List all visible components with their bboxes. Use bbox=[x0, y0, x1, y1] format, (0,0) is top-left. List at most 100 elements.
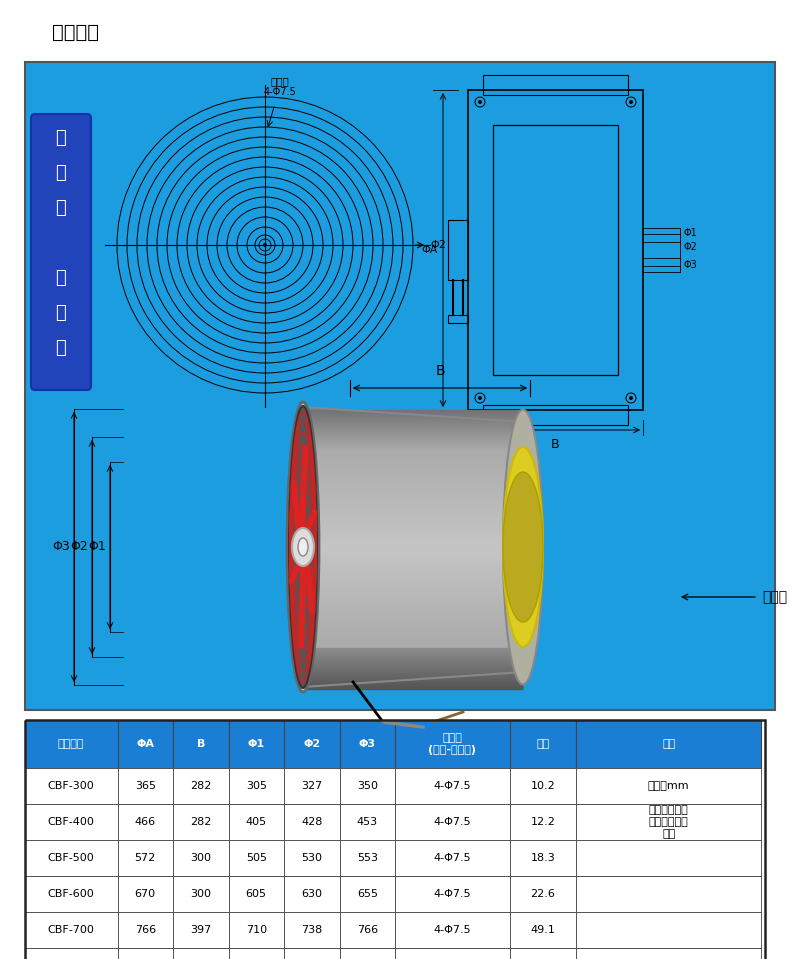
Bar bbox=[118, 948, 173, 959]
Text: 单位：mm: 单位：mm bbox=[648, 781, 690, 791]
Text: 327: 327 bbox=[301, 781, 322, 791]
Bar bbox=[284, 768, 340, 804]
Bar bbox=[173, 876, 228, 912]
Text: 300: 300 bbox=[190, 853, 211, 863]
Text: 282: 282 bbox=[190, 781, 212, 791]
Bar bbox=[395, 840, 510, 876]
Text: 安装孔: 安装孔 bbox=[271, 76, 289, 86]
Bar bbox=[493, 125, 618, 375]
Bar bbox=[510, 768, 576, 804]
Text: Φ1: Φ1 bbox=[248, 739, 265, 749]
Text: 寸: 寸 bbox=[55, 304, 66, 322]
Bar bbox=[510, 720, 576, 768]
Bar bbox=[448, 220, 468, 280]
Text: CBF-700: CBF-700 bbox=[48, 925, 95, 935]
Text: 4-Φ7.5: 4-Φ7.5 bbox=[434, 817, 471, 827]
Text: 安装孔
(孔数-孔直径): 安装孔 (孔数-孔直径) bbox=[428, 733, 476, 755]
Text: 530: 530 bbox=[301, 853, 322, 863]
Bar bbox=[173, 804, 228, 840]
Ellipse shape bbox=[287, 402, 319, 692]
Bar bbox=[576, 804, 762, 840]
Bar bbox=[510, 876, 576, 912]
Bar bbox=[448, 315, 468, 323]
Text: 尺: 尺 bbox=[55, 269, 66, 287]
Text: 655: 655 bbox=[357, 889, 378, 899]
Bar bbox=[173, 840, 228, 876]
Bar bbox=[228, 876, 284, 912]
Bar bbox=[510, 840, 576, 876]
Text: ΦA: ΦA bbox=[422, 245, 438, 255]
Text: 手工测量有误
差，以实物为
准。: 手工测量有误 差，以实物为 准。 bbox=[649, 806, 689, 838]
Text: 505: 505 bbox=[246, 853, 267, 863]
Bar bbox=[340, 840, 395, 876]
Text: 428: 428 bbox=[301, 817, 322, 827]
Bar bbox=[284, 948, 340, 959]
Bar bbox=[395, 948, 510, 959]
Ellipse shape bbox=[289, 406, 317, 688]
Text: 12.2: 12.2 bbox=[531, 817, 555, 827]
Bar bbox=[576, 912, 762, 948]
Text: 453: 453 bbox=[357, 817, 378, 827]
Text: CBF-300: CBF-300 bbox=[48, 781, 95, 791]
Ellipse shape bbox=[292, 528, 314, 566]
Bar bbox=[576, 876, 762, 912]
Text: 738: 738 bbox=[301, 925, 322, 935]
Bar bbox=[173, 912, 228, 948]
Bar bbox=[340, 720, 395, 768]
Text: Φ3: Φ3 bbox=[683, 260, 697, 270]
Text: 572: 572 bbox=[134, 853, 156, 863]
Bar bbox=[228, 948, 284, 959]
Text: 22.6: 22.6 bbox=[531, 889, 555, 899]
Bar bbox=[340, 912, 395, 948]
Bar bbox=[228, 840, 284, 876]
Bar bbox=[118, 804, 173, 840]
Bar bbox=[228, 768, 284, 804]
Text: 300: 300 bbox=[190, 889, 211, 899]
Text: 766: 766 bbox=[134, 925, 156, 935]
Bar bbox=[228, 804, 284, 840]
Text: 305: 305 bbox=[246, 781, 267, 791]
Bar bbox=[25, 948, 118, 959]
Bar bbox=[25, 720, 118, 768]
Bar bbox=[340, 876, 395, 912]
Text: CBF-500: CBF-500 bbox=[48, 853, 95, 863]
Text: 49.1: 49.1 bbox=[531, 925, 555, 935]
Circle shape bbox=[478, 100, 482, 104]
Text: ΦA: ΦA bbox=[136, 739, 154, 749]
Bar bbox=[25, 62, 775, 710]
Bar bbox=[395, 912, 510, 948]
Bar bbox=[395, 768, 510, 804]
Bar bbox=[284, 876, 340, 912]
Bar bbox=[483, 75, 628, 95]
Bar bbox=[284, 840, 340, 876]
Text: CBF-600: CBF-600 bbox=[48, 889, 95, 899]
Text: 365: 365 bbox=[135, 781, 156, 791]
Text: 553: 553 bbox=[357, 853, 378, 863]
Bar bbox=[25, 768, 118, 804]
Bar bbox=[118, 876, 173, 912]
Bar bbox=[340, 804, 395, 840]
Text: 766: 766 bbox=[357, 925, 378, 935]
Text: 备注: 备注 bbox=[662, 739, 675, 749]
Bar bbox=[25, 720, 765, 959]
Bar bbox=[576, 948, 762, 959]
Bar bbox=[576, 720, 762, 768]
Bar bbox=[118, 840, 173, 876]
Circle shape bbox=[629, 396, 633, 400]
Text: 466: 466 bbox=[134, 817, 156, 827]
Bar bbox=[284, 804, 340, 840]
Text: 道: 道 bbox=[55, 164, 66, 182]
Text: 4-Φ7.5: 4-Φ7.5 bbox=[264, 87, 296, 97]
Bar bbox=[173, 768, 228, 804]
Text: Φ2: Φ2 bbox=[303, 739, 320, 749]
Bar bbox=[228, 720, 284, 768]
Circle shape bbox=[478, 396, 482, 400]
Bar bbox=[340, 948, 395, 959]
Ellipse shape bbox=[503, 409, 543, 685]
Text: Φ2: Φ2 bbox=[683, 242, 697, 252]
Text: 282: 282 bbox=[190, 817, 212, 827]
Text: B: B bbox=[435, 364, 445, 378]
Text: 重量: 重量 bbox=[536, 739, 550, 749]
Text: 605: 605 bbox=[246, 889, 267, 899]
Text: CBF-400: CBF-400 bbox=[48, 817, 95, 827]
